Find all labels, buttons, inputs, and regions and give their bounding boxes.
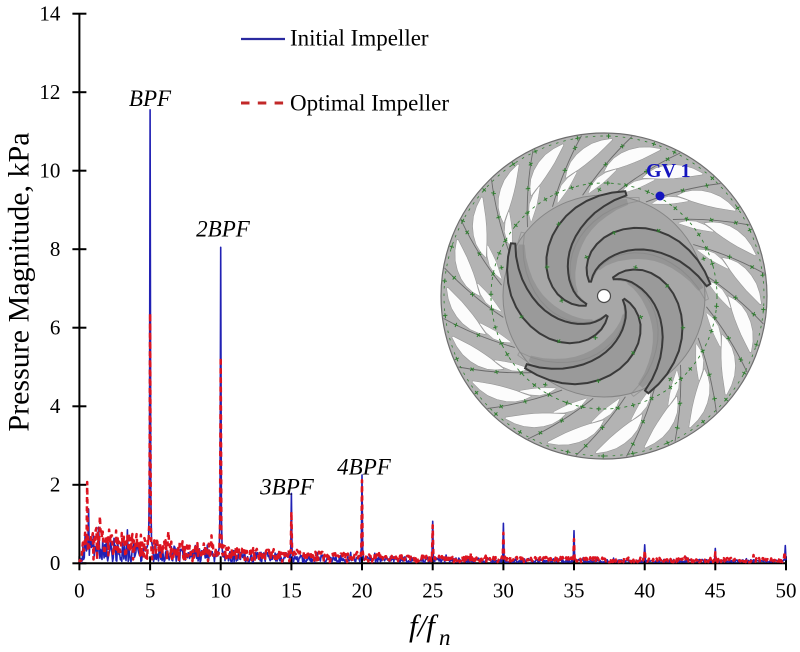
svg-text:2BPF: 2BPF [196, 217, 251, 242]
svg-text:30: 30 [493, 579, 514, 603]
svg-text:14: 14 [39, 2, 61, 26]
svg-text:25: 25 [422, 579, 443, 603]
svg-text:0: 0 [74, 579, 85, 603]
svg-text:15: 15 [281, 579, 302, 603]
svg-text:0: 0 [50, 551, 61, 575]
svg-text:2: 2 [50, 473, 61, 497]
svg-text:6: 6 [50, 316, 61, 340]
svg-text:8: 8 [50, 237, 61, 261]
svg-text:40: 40 [634, 579, 655, 603]
svg-text:10: 10 [210, 579, 231, 603]
svg-text:4BPF: 4BPF [337, 455, 392, 480]
svg-text:3BPF: 3BPF [259, 475, 315, 500]
svg-text:20: 20 [352, 579, 373, 603]
svg-text:35: 35 [564, 579, 585, 603]
svg-text:Optimal Impeller: Optimal Impeller [290, 91, 449, 116]
svg-text:45: 45 [705, 579, 726, 603]
svg-text:12: 12 [39, 80, 60, 104]
svg-text:4: 4 [50, 394, 61, 418]
svg-text:10: 10 [39, 159, 60, 183]
svg-text:n: n [439, 625, 451, 647]
svg-text:GV 1: GV 1 [646, 160, 691, 182]
svg-text:5: 5 [145, 579, 156, 603]
svg-text:Initial Impeller: Initial Impeller [290, 26, 429, 51]
svg-text:Pressure Magnitude, kPa: Pressure Magnitude, kPa [3, 132, 36, 431]
svg-text:BPF: BPF [129, 86, 172, 111]
svg-text:f/f: f/f [409, 608, 439, 643]
svg-text:50: 50 [776, 579, 797, 603]
